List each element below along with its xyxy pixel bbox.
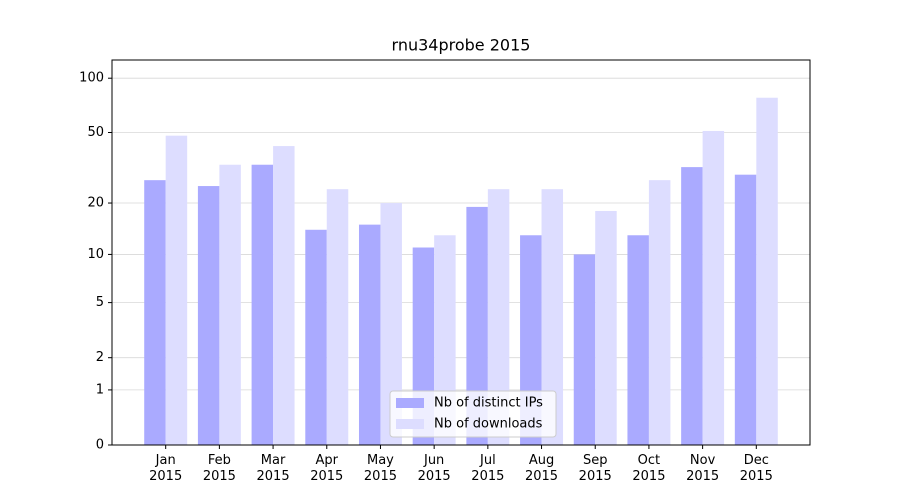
bar (541, 189, 564, 445)
y-tick-label: 2 (96, 350, 104, 365)
y-tick-label: 50 (87, 125, 104, 140)
bar (165, 135, 188, 445)
legend: Nb of distinct IPs Nb of downloads (389, 390, 557, 438)
bar (487, 189, 510, 445)
plot-frame (111, 59, 811, 446)
bar (197, 186, 220, 445)
legend-swatch (396, 419, 424, 429)
y-tick-label: 100 (79, 71, 104, 86)
bar (358, 224, 381, 445)
y-tick-label: 0 (96, 438, 104, 453)
y-tick-label: 20 (87, 196, 104, 211)
y-tick-label: 5 (96, 295, 104, 310)
x-tick-label: Feb 2015 (202, 453, 236, 484)
bar (251, 164, 274, 445)
x-tick-label: Aug 2015 (524, 453, 559, 484)
bar (756, 97, 778, 445)
bar (305, 229, 327, 445)
bar (573, 254, 596, 445)
x-tick-label: Apr 2015 (310, 453, 344, 484)
bar (681, 167, 703, 445)
bar (627, 235, 649, 445)
bar (648, 180, 671, 445)
bar (219, 164, 241, 445)
y-tick-label: 10 (87, 247, 104, 262)
x-tick-label: Jul 2015 (471, 453, 505, 484)
chart-title: rnu34probe 2015 (392, 36, 531, 55)
x-tick-label: Sep 2015 (578, 453, 612, 484)
legend-label: Nb of downloads (434, 417, 543, 432)
y-tick-label: 1 (96, 382, 104, 397)
x-tick-label: Mar 2015 (256, 453, 290, 484)
legend-swatch (396, 398, 424, 408)
legend-label: Nb of distinct IPs (434, 396, 543, 411)
bar (273, 146, 295, 445)
bar (734, 174, 757, 445)
x-tick-label: Jun 2015 (417, 453, 451, 484)
bar (702, 130, 725, 445)
x-tick-label: Nov 2015 (686, 453, 720, 484)
bar (466, 206, 488, 445)
x-tick-label: Jan 2015 (149, 453, 183, 484)
x-tick-label: Oct 2015 (632, 453, 666, 484)
legend-box (389, 390, 557, 438)
x-tick-label: May 2015 (363, 453, 397, 484)
bar (380, 203, 402, 445)
bar (144, 180, 166, 445)
x-tick-label: Dec 2015 (739, 453, 773, 484)
bar (595, 210, 617, 445)
bar (326, 189, 349, 445)
